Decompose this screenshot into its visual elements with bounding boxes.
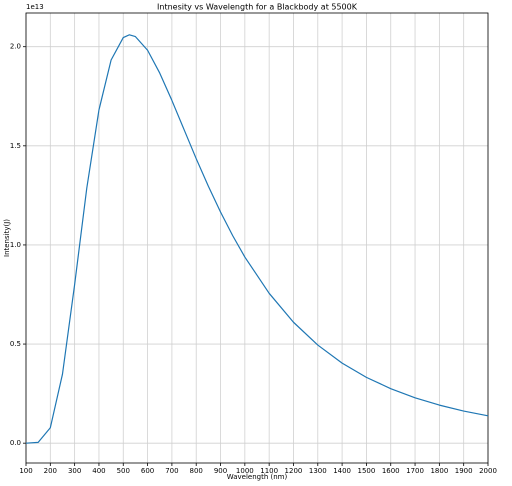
x-tick-label: 1400 — [333, 467, 351, 475]
x-tick-label: 300 — [68, 467, 81, 475]
y-tick-label: 0.0 — [10, 439, 21, 447]
x-tick-label: 500 — [117, 467, 130, 475]
x-tick-label: 1000 — [236, 467, 254, 475]
x-tick-label: 1100 — [260, 467, 278, 475]
y-tick-label: 2.0 — [10, 43, 21, 51]
x-axis-label: Wavelength (nm) — [227, 473, 288, 481]
y-tick-label: 1.0 — [10, 241, 21, 249]
x-tick-label: 900 — [214, 467, 227, 475]
y-tick-label: 1.5 — [10, 142, 21, 150]
x-tick-label: 100 — [19, 467, 32, 475]
x-tick-label: 1500 — [358, 467, 376, 475]
chart-title: Intnesity vs Wavelength for a Blackbody … — [157, 3, 358, 12]
x-tick-label: 1800 — [430, 467, 448, 475]
x-tick-label: 1900 — [455, 467, 473, 475]
x-tick-label: 700 — [165, 467, 178, 475]
x-tick-label: 1600 — [382, 467, 400, 475]
x-tick-label: 2000 — [479, 467, 497, 475]
x-tick-label: 800 — [190, 467, 203, 475]
x-tick-label: 1300 — [309, 467, 327, 475]
x-tick-label: 1200 — [285, 467, 303, 475]
x-tick-label: 400 — [92, 467, 105, 475]
plot-frame — [25, 12, 489, 464]
x-tick-label: 1700 — [406, 467, 424, 475]
x-tick-label: 600 — [141, 467, 154, 475]
y-tick-label: 0.5 — [10, 340, 21, 348]
data-line — [25, 34, 489, 444]
y-axis-label: Intensity(J) — [3, 219, 11, 257]
x-tick-label: 200 — [44, 467, 57, 475]
y-offset-text: 1e13 — [26, 3, 44, 11]
